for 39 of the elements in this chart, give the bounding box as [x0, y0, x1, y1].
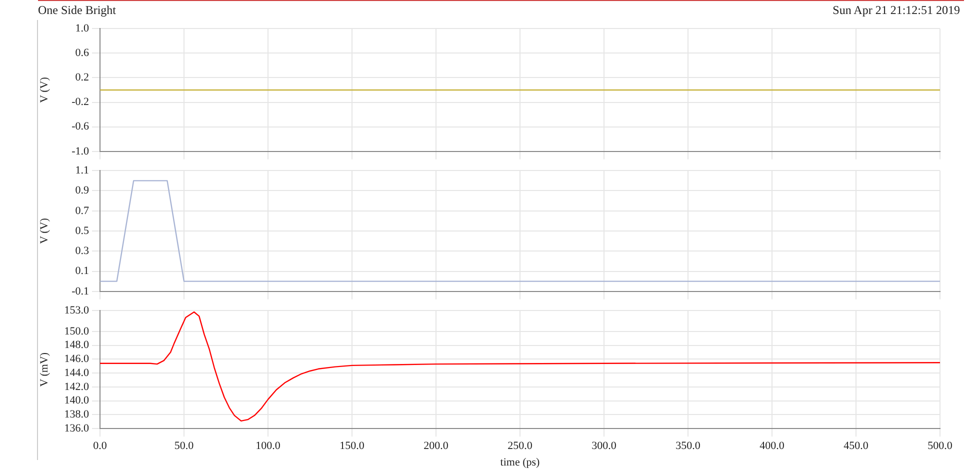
x-tick-label: 50.0 — [174, 440, 194, 452]
y-tick-label: 150.0 — [64, 325, 90, 338]
y-tick-label: 0.6 — [75, 47, 90, 60]
y-axis-title: V (V) — [38, 76, 50, 103]
y-tick-label: 136.0 — [64, 422, 90, 434]
y-axis-title: V (mV) — [38, 352, 50, 387]
y-tick-label: 1.0 — [75, 22, 90, 34]
x-tick-label: 300.0 — [592, 440, 617, 452]
y-tick-label: 0.7 — [75, 204, 90, 217]
text: Sun Apr 21 21:12:51 2019 — [832, 3, 960, 17]
y-tick-label: 142.0 — [64, 380, 90, 393]
y-tick-label: 144.0 — [64, 366, 90, 379]
x-tick-label: 100.0 — [256, 440, 281, 452]
x-tick-label: 500.0 — [928, 440, 953, 452]
y-tick-label: 138.0 — [64, 408, 90, 421]
y-tick-label: 0.5 — [75, 224, 90, 237]
y-tick-label: 0.2 — [75, 72, 89, 84]
y-tick-label: -0.6 — [72, 120, 90, 133]
y-tick-label: -0.1 — [72, 285, 89, 298]
x-tick-label: 250.0 — [508, 440, 533, 452]
y-tick-label: 140.0 — [64, 394, 90, 407]
y-tick-label: -1.0 — [72, 145, 90, 158]
y-tick-label: 146.0 — [64, 353, 90, 366]
y-tick-label: 1.1 — [75, 164, 89, 176]
y-tick-label: 0.3 — [75, 245, 90, 258]
y-tick-label: 0.1 — [75, 265, 89, 278]
x-axis-title: time (ps) — [500, 456, 540, 468]
y-tick-label: 148.0 — [64, 339, 90, 352]
y-tick-label: 153.0 — [64, 304, 90, 316]
x-tick-label: 450.0 — [844, 440, 869, 452]
x-tick-label: 200.0 — [424, 440, 449, 452]
y-tick-label: 0.9 — [75, 184, 90, 197]
x-tick-label: 150.0 — [340, 440, 365, 452]
x-tick-label: 0.0 — [93, 440, 108, 452]
y-axis-title: V (V) — [38, 218, 50, 244]
x-tick-label: 400.0 — [760, 440, 785, 452]
chart-title: One Side Bright — [38, 3, 116, 19]
x-tick-label: 350.0 — [676, 440, 701, 452]
y-tick-label: -0.2 — [72, 96, 89, 108]
